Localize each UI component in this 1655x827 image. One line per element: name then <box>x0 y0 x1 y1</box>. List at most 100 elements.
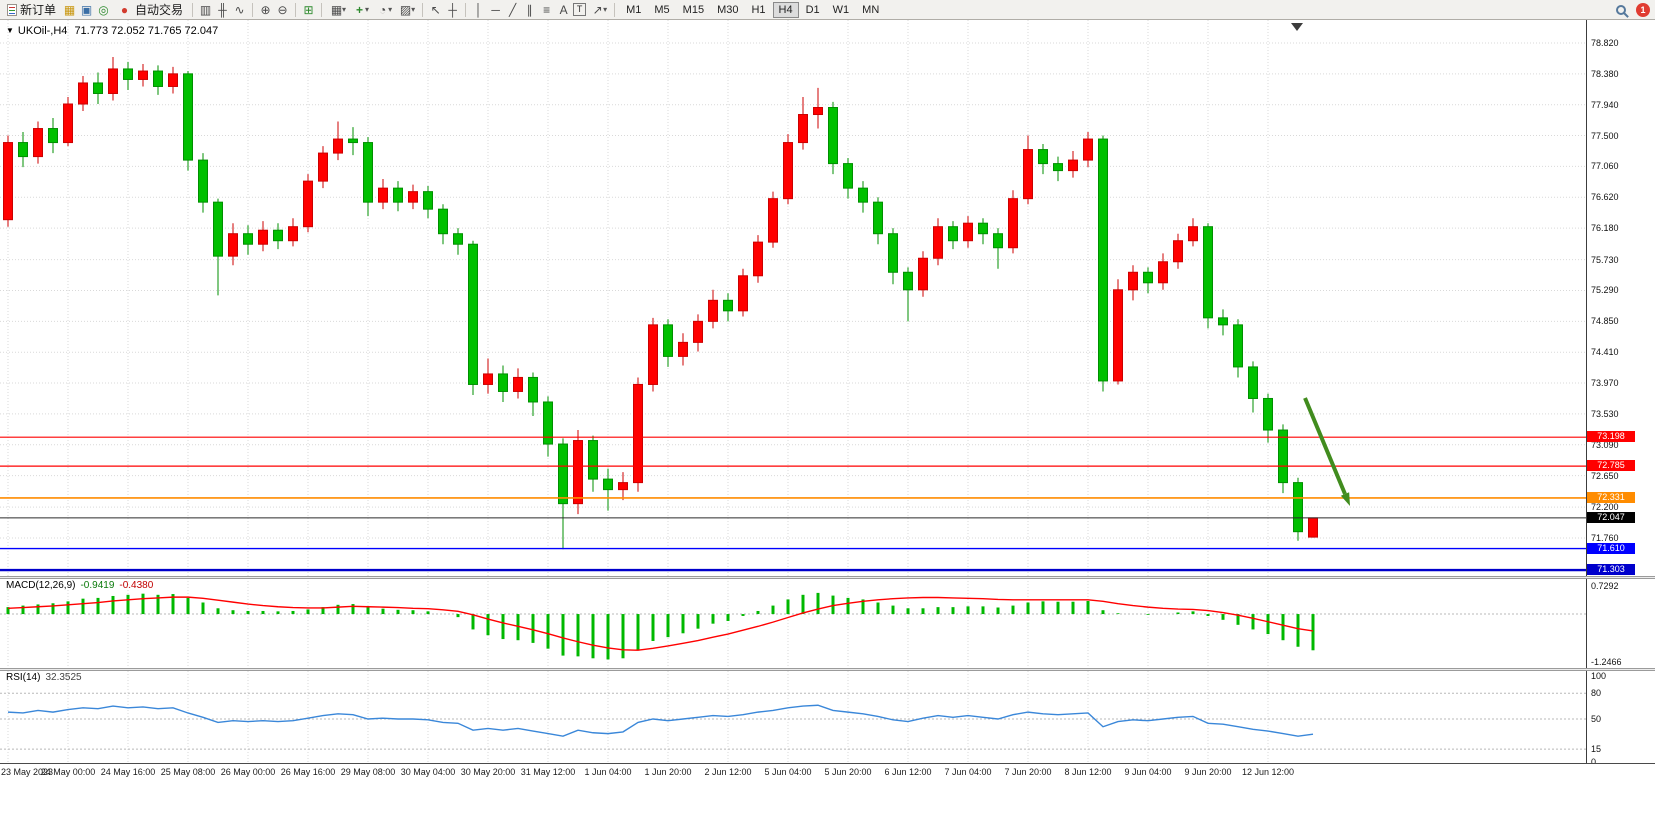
new-order-icon <box>7 3 17 16</box>
time-tick: 2 Jun 12:00 <box>704 767 752 777</box>
new-order-button[interactable]: 新订单 <box>3 1 60 18</box>
price-tick: 73.090 <box>1591 439 1619 450</box>
timeframe-button-m15[interactable]: M15 <box>682 3 705 16</box>
timeframe-button-m1[interactable]: M1 <box>626 3 642 16</box>
chevron-down-icon: ▾ <box>603 5 608 14</box>
fibonacci-icon[interactable]: ≡ <box>543 2 551 17</box>
chart-shift-marker-icon[interactable] <box>1291 23 1303 31</box>
macd-panel-splitter[interactable] <box>0 576 1655 579</box>
chart-symbol-period: UKOil-,H4 <box>17 25 68 37</box>
price-tick: 76.620 <box>1591 192 1619 203</box>
price-tick: 74.410 <box>1591 347 1619 358</box>
rsi-axis-tick: 15 <box>1591 744 1602 755</box>
time-tick: 5 Jun 20:00 <box>824 767 872 777</box>
macd-main-value: -0.9419 <box>80 580 115 591</box>
price-axis[interactable]: 73.198 72.785 72.331 72.047 71.610 71.303 78.8… <box>1586 20 1655 767</box>
rsi-axis-tick: 50 <box>1591 714 1602 724</box>
shapes-button[interactable]: ↗ ▾ <box>588 2 609 18</box>
timeframe-button-h1[interactable]: H1 <box>751 3 766 16</box>
chevron-down-icon: ▾ <box>365 5 370 14</box>
channel-icon[interactable]: ∥ <box>526 2 533 17</box>
price-tick: 77.940 <box>1591 99 1619 110</box>
price-tick: 74.850 <box>1591 316 1619 327</box>
bar-chart-icon[interactable]: ▥ <box>199 2 212 17</box>
indicators-icon: + <box>356 2 364 17</box>
horizontal-line-icon[interactable]: ─ <box>491 2 500 17</box>
timeframe-button-d1[interactable]: D1 <box>805 3 820 16</box>
new-chart-button[interactable]: ▦ ▾ <box>327 2 348 18</box>
autotrading-label: 自动交易 <box>135 3 184 17</box>
crosshair-icon[interactable]: ┼ <box>448 2 457 17</box>
signals-icon[interactable]: ◎ <box>98 2 109 17</box>
timeframe-button-mn[interactable]: MN <box>862 3 880 16</box>
rsi-axis-tick: 100 <box>1591 671 1607 681</box>
zoom-out-icon[interactable]: ⊖ <box>277 2 288 17</box>
line-chart-icon[interactable]: ∿ <box>234 2 245 17</box>
rsi-line <box>7 704 1314 737</box>
toolbar-separator <box>252 2 254 17</box>
price-tag-72.047: 72.047 <box>1587 511 1635 523</box>
time-tick: 30 May 04:00 <box>400 767 456 777</box>
price-tick: 75.730 <box>1591 254 1619 265</box>
text-label-icon[interactable]: T <box>573 3 587 16</box>
annotation-arrow[interactable] <box>1303 397 1350 506</box>
trendline-icon[interactable]: ╱ <box>508 2 517 17</box>
time-tick: 31 May 12:00 <box>520 767 576 777</box>
time-tick: 26 May 00:00 <box>220 767 276 777</box>
toolbar-separator <box>321 2 323 17</box>
time-tick: 23 May 2023 <box>1 767 54 777</box>
price-tick: 72.650 <box>1591 470 1619 481</box>
rsi-panel-splitter[interactable] <box>0 668 1655 671</box>
toolbar-separator <box>465 2 467 17</box>
time-tick: 24 May 00:00 <box>40 767 96 777</box>
arrows-icon: ↗ <box>592 2 603 17</box>
chart-marker-icon[interactable]: ▼ <box>6 26 14 35</box>
macd-indicator <box>6 592 1315 660</box>
text-icon[interactable]: A <box>559 2 568 17</box>
price-tick: 77.500 <box>1591 130 1619 141</box>
candlestick-chart-icon[interactable]: ╫ <box>218 2 227 17</box>
candlestick-chart[interactable] <box>0 20 1586 763</box>
price-tag-72.331: 72.331 <box>1587 491 1635 503</box>
price-tick: 73.530 <box>1591 408 1619 419</box>
rsi-name: RSI(14) <box>6 672 41 683</box>
macd-axis-tick: 0.7292 <box>1591 581 1619 591</box>
tile-windows-icon[interactable]: ⊞ <box>303 2 314 17</box>
search-icon[interactable] <box>1616 4 1626 15</box>
price-tick: 76.180 <box>1591 223 1619 234</box>
time-tick: 8 Jun 12:00 <box>1064 767 1112 777</box>
periods-button[interactable]: ◔ ▾ <box>373 2 394 18</box>
time-tick: 12 Jun 12:00 <box>1241 767 1295 777</box>
zoom-in-icon[interactable]: ⊕ <box>260 2 271 17</box>
toolbar-separator <box>422 2 424 17</box>
timeframe-button-m5[interactable]: M5 <box>654 3 670 16</box>
rsi-axis-tick: 80 <box>1591 688 1602 699</box>
indicators-button[interactable]: + ▾ <box>350 2 371 18</box>
autotrading-icon: ● <box>120 2 129 17</box>
time-tick: 30 May 20:00 <box>460 767 516 777</box>
templates-button[interactable]: ▨ ▾ <box>396 2 417 18</box>
time-tick: 9 Jun 04:00 <box>1124 767 1172 777</box>
autotrading-button[interactable]: ● 自动交易 <box>113 1 187 18</box>
rsi-axis-tick: 0 <box>1591 757 1597 767</box>
price-tick: 78.380 <box>1591 68 1619 79</box>
charts-profile-icon[interactable]: ▦ <box>63 2 76 17</box>
market-watch-icon[interactable]: ▣ <box>80 2 93 17</box>
rsi-value: 32.3525 <box>45 672 82 683</box>
templates-icon: ▨ <box>399 2 412 17</box>
price-tick: 71.760 <box>1591 532 1619 543</box>
notification-badge[interactable]: 1 <box>1636 2 1650 17</box>
time-tick: 24 May 16:00 <box>100 767 156 777</box>
cursor-icon[interactable]: ↖ <box>430 2 441 17</box>
vertical-line-icon[interactable]: │ <box>474 2 483 17</box>
price-tick: 72.200 <box>1591 502 1619 513</box>
time-tick: 7 Jun 20:00 <box>1004 767 1052 777</box>
time-axis[interactable]: 23 May 2023 24 May 00:00 24 May 16:00 25 Ma… <box>0 763 1655 782</box>
macd-label: MACD(12,26,9) -0.9419 -0.4380 <box>6 580 158 591</box>
time-tick: 6 Jun 12:00 <box>884 767 932 777</box>
timeframe-button-h4[interactable]: H4 <box>772 1 799 18</box>
timeframe-button-m30[interactable]: M30 <box>717 3 739 16</box>
timeframe-button-w1[interactable]: W1 <box>832 3 850 16</box>
macd-signal-value: -0.4380 <box>119 580 154 591</box>
new-chart-icon: ▦ <box>330 2 343 17</box>
